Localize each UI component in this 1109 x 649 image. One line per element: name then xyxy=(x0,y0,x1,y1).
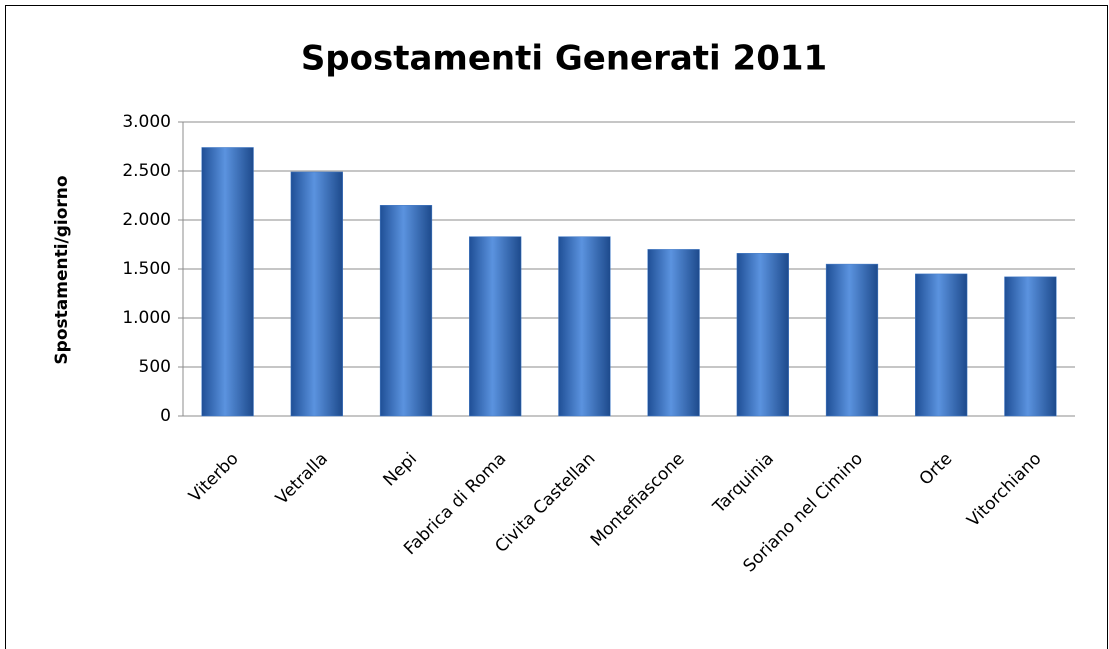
bar xyxy=(290,171,343,417)
y-tick-label: 2.500 xyxy=(122,161,171,181)
y-tick-label: 1.500 xyxy=(122,259,171,279)
bar xyxy=(647,249,700,417)
bar xyxy=(469,236,522,417)
bar xyxy=(558,236,611,417)
y-tick-label: 3.000 xyxy=(122,112,171,132)
y-tick-label: 2.000 xyxy=(122,210,171,230)
bar xyxy=(379,205,433,417)
y-axis-label: Spostamenti/giorno xyxy=(52,175,72,364)
y-tick-label: 1.000 xyxy=(122,308,171,328)
bar xyxy=(201,147,254,417)
y-tick-label: 500 xyxy=(139,357,171,377)
bar xyxy=(1004,276,1057,417)
bar xyxy=(736,253,789,417)
bar xyxy=(915,273,968,417)
chart-title: Spostamenti Generati 2011 xyxy=(301,39,827,79)
y-tick-label: 0 xyxy=(160,406,171,426)
bar xyxy=(825,263,879,417)
